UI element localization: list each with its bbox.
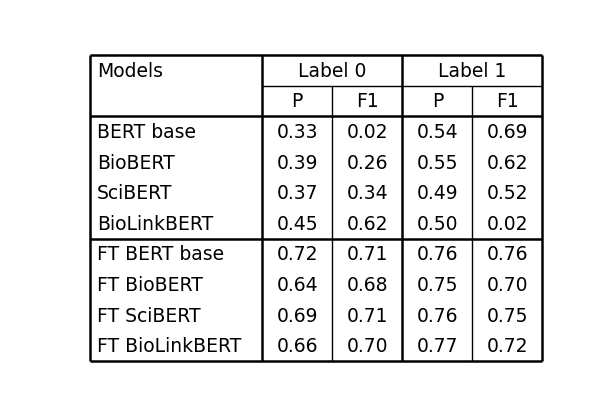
Text: 0.02: 0.02: [486, 214, 528, 233]
Text: 0.72: 0.72: [277, 245, 318, 264]
Text: 0.70: 0.70: [347, 337, 388, 356]
Text: FT BioBERT: FT BioBERT: [97, 275, 203, 294]
Text: P: P: [291, 92, 303, 111]
Text: Label 1: Label 1: [438, 62, 506, 81]
Text: 0.55: 0.55: [416, 153, 458, 172]
Text: 0.75: 0.75: [416, 275, 458, 294]
Text: 0.37: 0.37: [277, 184, 318, 203]
Text: 0.49: 0.49: [416, 184, 458, 203]
Text: 0.45: 0.45: [276, 214, 318, 233]
Text: 0.39: 0.39: [277, 153, 318, 172]
Text: 0.54: 0.54: [416, 123, 458, 142]
Text: 0.34: 0.34: [347, 184, 388, 203]
Text: 0.72: 0.72: [486, 337, 528, 356]
Text: 0.75: 0.75: [486, 306, 528, 325]
Text: SciBERT: SciBERT: [97, 184, 173, 203]
Text: 0.66: 0.66: [277, 337, 318, 356]
Text: 0.71: 0.71: [347, 306, 388, 325]
Text: FT BERT base: FT BERT base: [97, 245, 224, 264]
Text: 0.68: 0.68: [347, 275, 388, 294]
Text: 0.70: 0.70: [486, 275, 528, 294]
Text: 0.02: 0.02: [347, 123, 388, 142]
Text: 0.64: 0.64: [276, 275, 318, 294]
Text: BERT base: BERT base: [97, 123, 196, 142]
Text: 0.69: 0.69: [486, 123, 528, 142]
Text: FT BioLinkBERT: FT BioLinkBERT: [97, 337, 241, 356]
Text: Label 0: Label 0: [298, 62, 367, 81]
Text: 0.76: 0.76: [416, 306, 458, 325]
Text: F1: F1: [356, 92, 379, 111]
Text: 0.26: 0.26: [347, 153, 388, 172]
Text: 0.33: 0.33: [277, 123, 318, 142]
Text: BioBERT: BioBERT: [97, 153, 175, 172]
Text: 0.76: 0.76: [486, 245, 528, 264]
Text: 0.50: 0.50: [416, 214, 458, 233]
Text: 0.77: 0.77: [416, 337, 458, 356]
Text: 0.76: 0.76: [416, 245, 458, 264]
Text: 0.62: 0.62: [347, 214, 388, 233]
Text: 0.62: 0.62: [486, 153, 528, 172]
Text: 0.52: 0.52: [486, 184, 528, 203]
Text: BioLinkBERT: BioLinkBERT: [97, 214, 213, 233]
Text: P: P: [432, 92, 443, 111]
Text: Models: Models: [97, 62, 163, 81]
Text: 0.71: 0.71: [347, 245, 388, 264]
Text: 0.69: 0.69: [277, 306, 318, 325]
Text: F1: F1: [496, 92, 519, 111]
Text: FT SciBERT: FT SciBERT: [97, 306, 201, 325]
